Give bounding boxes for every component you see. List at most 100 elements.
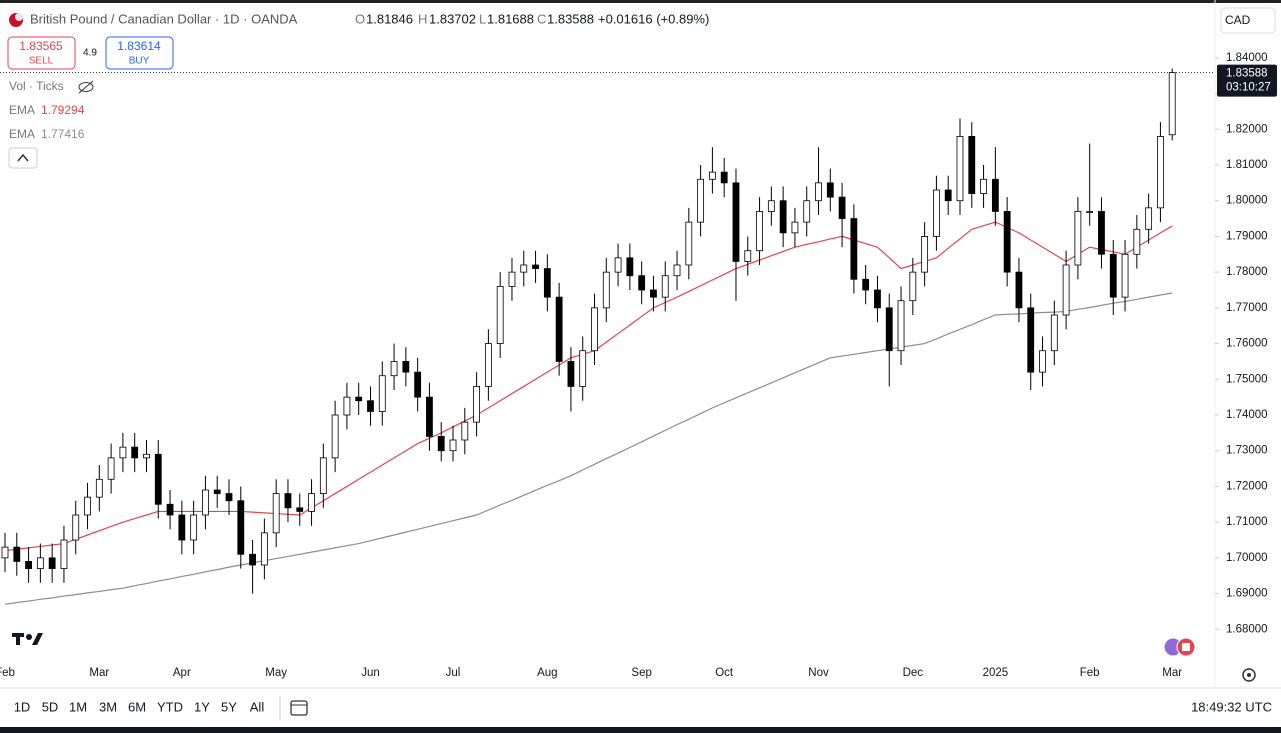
settings-icon[interactable]	[1242, 668, 1256, 682]
candle-body	[732, 182, 740, 262]
candle-body	[826, 182, 834, 198]
hide-icon[interactable]	[78, 80, 94, 94]
indicator-legend: Vol · Ticks EMA 1.79294 EMA 1.77416	[8, 79, 94, 169]
currency-box[interactable]	[1220, 7, 1276, 34]
flag-icon	[1182, 643, 1190, 651]
x-tick-label: Apr	[173, 667, 191, 679]
candle-body	[249, 553, 256, 566]
candle-body	[944, 189, 952, 202]
eye-icon	[78, 82, 94, 92]
candle-body	[591, 307, 598, 352]
candle-body	[626, 257, 634, 277]
candle-body	[1157, 136, 1164, 209]
candle-body	[661, 275, 669, 298]
candle-body	[119, 446, 127, 459]
candle-body	[956, 136, 964, 202]
candle-body	[308, 493, 315, 512]
y-tick-label: 1.69000	[1226, 588, 1268, 600]
calendar-icon[interactable]	[290, 700, 308, 716]
candle-body	[933, 189, 940, 237]
ohlc-label: C	[537, 11, 546, 26]
candle-body	[378, 375, 386, 412]
candle-body	[756, 211, 763, 252]
candle-body	[95, 478, 103, 498]
candle-body	[36, 557, 44, 569]
candle-body	[779, 200, 787, 234]
range-button[interactable]: 5D	[42, 699, 59, 714]
x-tick-label: Dec	[903, 667, 924, 679]
currency-select[interactable]: CAD	[1220, 7, 1276, 34]
gear	[1247, 673, 1251, 677]
candle-body	[496, 286, 504, 344]
candle-body	[874, 289, 881, 309]
candle-body	[1062, 264, 1070, 316]
buy-button[interactable]	[105, 36, 174, 70]
y-tick-label: 1.78000	[1226, 266, 1268, 278]
last-price: 1.83588	[1226, 68, 1268, 80]
flags	[1163, 637, 1196, 657]
ohlc-value: 1.81846	[366, 11, 413, 26]
range-button[interactable]: 1D	[14, 699, 31, 714]
price-axis: 1.840001.830001.820001.810001.800001.790…	[0, 0, 1277, 688]
candle-body	[60, 539, 68, 569]
range-button[interactable]: 5Y	[221, 699, 237, 714]
candle-body	[131, 446, 139, 459]
x-tick-label: Feb	[0, 667, 15, 679]
candle-body	[1121, 253, 1129, 298]
logo-part	[26, 634, 32, 640]
spread: 4.9	[83, 48, 97, 59]
candle-body	[1098, 211, 1105, 255]
buy-label: BUY	[129, 56, 150, 67]
range-button[interactable]: 1Y	[194, 699, 210, 714]
candle-body	[638, 275, 646, 291]
logo-part	[32, 633, 43, 645]
candle-body	[319, 457, 327, 494]
change: +0.01616 (+0.89%)	[598, 11, 709, 26]
candle-body	[838, 196, 846, 219]
candle-body	[202, 489, 209, 516]
y-tick-label: 1.77000	[1226, 302, 1268, 314]
candle-body	[744, 250, 752, 262]
candle-body	[885, 307, 893, 352]
range-button[interactable]: 3M	[99, 699, 117, 714]
symbol-title: British Pound / Canadian Dollar · 1D · O…	[30, 11, 298, 26]
range-button[interactable]: All	[250, 699, 265, 714]
candle-body	[980, 178, 987, 194]
range-button[interactable]: YTD	[157, 699, 183, 714]
eye-slash	[78, 80, 94, 94]
candle-body	[1039, 350, 1046, 373]
candle-body	[508, 271, 516, 287]
y-tick-label: 1.75000	[1226, 373, 1268, 385]
candle-body	[1086, 211, 1094, 213]
sell-button[interactable]	[7, 36, 76, 70]
y-tick-label: 1.84000	[1226, 52, 1268, 64]
x-tick-label: Oct	[715, 667, 734, 679]
x-tick-label: Feb	[1080, 667, 1100, 679]
candle-body	[720, 171, 728, 184]
candle-body	[72, 514, 80, 541]
x-tick-label: Jul	[446, 667, 461, 679]
sell-label: SELL	[29, 56, 54, 67]
candle-body	[650, 289, 657, 298]
candle-body	[367, 400, 374, 412]
y-tick-label: 1.73000	[1226, 445, 1268, 457]
candle-body	[190, 514, 198, 541]
range-button[interactable]: 1M	[69, 699, 87, 714]
candle-body	[1, 546, 9, 559]
range-button[interactable]: 6M	[128, 699, 146, 714]
candle-body	[13, 546, 21, 562]
collapse-button[interactable]	[8, 147, 38, 169]
y-tick-label: 1.68000	[1226, 623, 1268, 635]
candle-body	[237, 500, 245, 555]
ema-value: 1.79294	[41, 103, 85, 117]
buy-price: 1.83614	[117, 39, 161, 53]
candle-body	[555, 296, 563, 362]
candle-body	[1109, 253, 1117, 298]
candle-body	[614, 257, 622, 273]
candle-body	[84, 496, 91, 516]
candle-body	[685, 221, 693, 266]
candle-body	[767, 200, 775, 212]
candle-body	[107, 457, 115, 480]
